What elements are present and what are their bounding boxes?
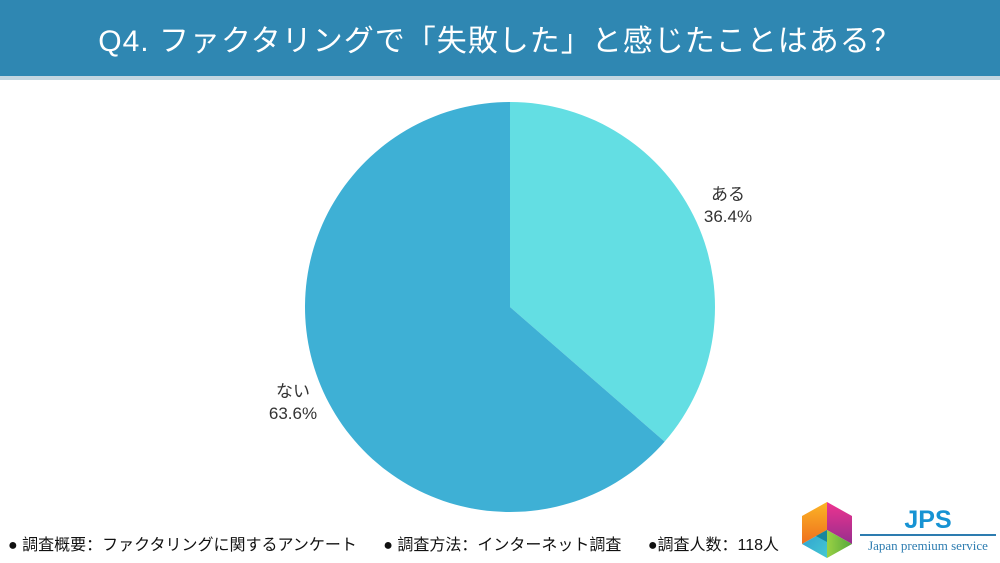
slice-label-aru: ある 36.4% [658, 184, 798, 228]
logo-subtitle: Japan premium service [868, 537, 988, 553]
slice-name: ある [711, 185, 745, 204]
slice-percent: 63.6% [268, 404, 318, 423]
pie-slice-1 [304, 102, 665, 512]
page-title: Q4. ファクタリングで「失敗した」と感じたことはある？ [98, 25, 902, 58]
slice-name: ない [276, 382, 310, 401]
slice-percent: 36.4% [703, 207, 753, 226]
pie-chart-svg [304, 102, 715, 512]
cube-logo-icon [802, 502, 852, 558]
logo-divider [860, 533, 996, 536]
survey-note: ● 調査概要：ファクタリングに関するアンケート ● 調査方法：インターネット調査… [8, 531, 779, 555]
pie-slice-0 [510, 102, 715, 442]
survey-count: ●調査人数：118人 [647, 537, 780, 554]
slice-label-nai: ない 63.6% [223, 381, 363, 425]
logo-abbr: JPS [904, 505, 952, 534]
company-logo: JPS Japan premium service [800, 501, 996, 559]
question-banner: Q4. ファクタリングで「失敗した」と感じたことはある？ [0, 0, 1000, 80]
survey-method: ● 調査方法：インターネット調査 [383, 537, 622, 554]
survey-overview: ● 調査概要：ファクタリングに関するアンケート [8, 537, 357, 554]
logo-text: JPS Japan premium service [860, 507, 996, 554]
